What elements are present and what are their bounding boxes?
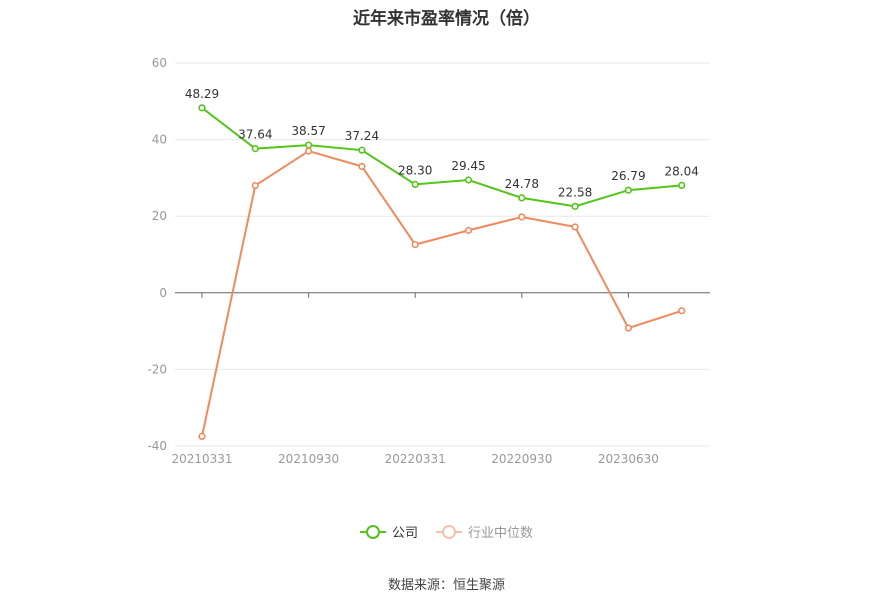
series-0-point-3 [358, 146, 366, 154]
chart-title: 近年来市盈率情况（倍） [353, 9, 540, 29]
series-1-point-5 [464, 226, 473, 234]
legend-industry-marker [436, 524, 462, 539]
data-label-8: 26.79 [611, 169, 645, 183]
series-0-point-1 [251, 145, 259, 153]
series-0-point-4 [411, 180, 419, 189]
series-0-point-5 [464, 176, 473, 184]
legend-item-company[interactable]: 公司 [359, 522, 418, 541]
x-tick-label-4: 20230630 [598, 452, 659, 466]
series-1-point-6 [518, 213, 526, 221]
series-1-point-1 [251, 181, 259, 190]
source-note: 数据来源：恒生聚源 [387, 578, 505, 593]
series-line-0 [201, 107, 682, 208]
label-layer: 48.29 37.64 38.57 37.24 28.30 29.45 24.78 22.58… [185, 87, 699, 199]
x-tick-label-1: 20210930 [278, 452, 339, 466]
series-0-point-6 [518, 194, 526, 202]
x-tick-label-0: 20210331 [171, 452, 232, 466]
series-0-point-0 [198, 104, 206, 112]
y-tick-label-5: 60 [152, 56, 167, 70]
legend: 公司 行业中位数 [0, 522, 893, 541]
axis-layer: -40 -20 0 20 40 60 20210331 20210930 20220331 202… [147, 56, 710, 466]
legend-item-industry[interactable]: 行业中位数 [436, 522, 533, 541]
legend-industry-label: 行业中位数 [468, 526, 534, 541]
series-layer [198, 104, 686, 441]
series-1-point-7 [571, 223, 579, 231]
y-tick-label-3: 20 [152, 209, 167, 223]
series-0-point-7 [571, 202, 579, 210]
series-0-point-2 [305, 141, 313, 149]
data-label-6: 24.78 [505, 177, 539, 191]
series-0-point-9 [678, 181, 686, 190]
series-0-point-8 [624, 186, 633, 194]
legend-company-marker [359, 524, 386, 539]
series-line-1 [201, 150, 683, 437]
y-tick-label-4: 40 [152, 133, 167, 147]
data-label-4: 28.30 [398, 163, 432, 177]
y-tick-label-0: -40 [147, 439, 167, 453]
data-label-9: 28.04 [665, 164, 699, 178]
data-label-5: 29.45 [451, 159, 485, 173]
series-1-point-4 [411, 240, 419, 249]
x-tick-label-2: 20220331 [385, 452, 446, 466]
y-tick-label-2: 0 [159, 286, 167, 300]
legend-company-label: 公司 [391, 526, 418, 541]
series-1-point-9 [678, 307, 686, 315]
y-tick-label-1: -20 [147, 362, 167, 376]
grid-layer [175, 62, 710, 447]
data-label-2: 38.57 [291, 124, 325, 138]
series-1-point-0 [198, 432, 206, 441]
data-label-3: 37.24 [345, 129, 379, 143]
data-label-1: 37.64 [238, 128, 272, 142]
x-tick-label-3: 20220930 [491, 452, 552, 466]
data-label-7: 22.58 [558, 185, 592, 199]
data-label-0: 48.29 [185, 87, 219, 101]
series-1-point-2 [305, 147, 313, 155]
series-1-point-3 [358, 162, 366, 171]
series-1-point-8 [624, 324, 633, 332]
